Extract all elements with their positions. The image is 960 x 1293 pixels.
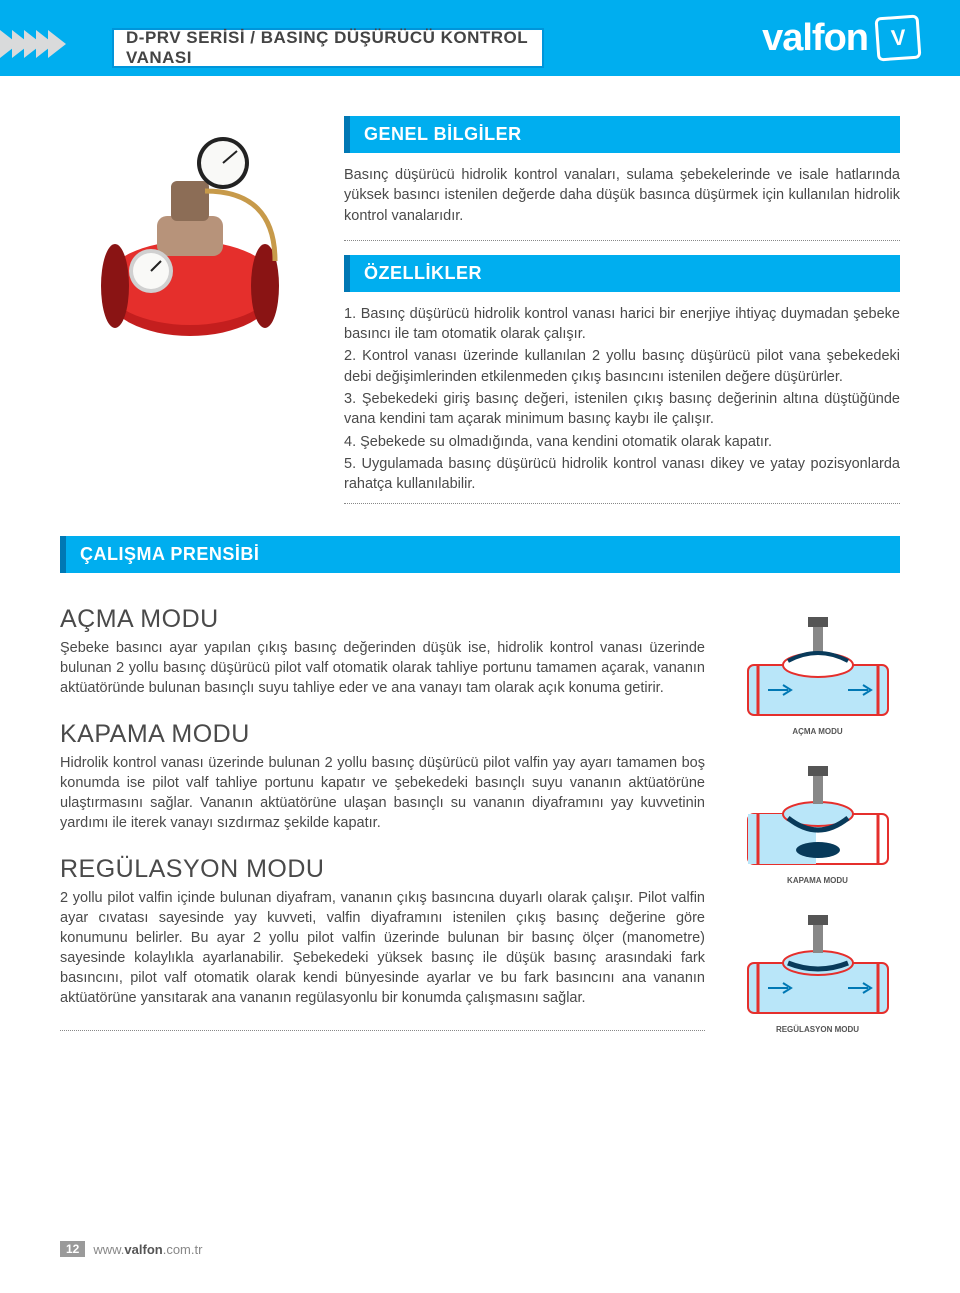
genel-body: Basınç düşürücü hidrolik kontrol vanalar… xyxy=(344,165,900,226)
section-heading-calisma: ÇALIŞMA PRENSİBİ xyxy=(60,536,900,573)
diagram-kapama-icon xyxy=(743,764,893,874)
feature-item: 1. Basınç düşürücü hidrolik kontrol vana… xyxy=(344,304,900,345)
divider xyxy=(344,503,900,504)
mode-title-regulasyon: REGÜLASYON MODU xyxy=(60,855,705,884)
diagram-label: REGÜLASYON MODU xyxy=(776,1025,859,1034)
mode-body-regulasyon: 2 yollu pilot valfin içinde bulunan diya… xyxy=(60,888,705,1008)
mode-title-acma: AÇMA MODU xyxy=(60,605,705,634)
mode-diagrams: AÇMA MODU KAPAMA MODU xyxy=(735,605,900,1045)
section-heading-ozellikler: ÖZELLİKLER xyxy=(344,255,900,292)
feature-item: 5. Uygulamada basınç düşürücü hidrolik k… xyxy=(344,454,900,495)
diagram-regulasyon-icon xyxy=(743,913,893,1023)
mode-body-acma: Şebeke basıncı ayar yapılan çıkış basınç… xyxy=(60,638,705,698)
footer: 12 www.valfon.com.tr xyxy=(60,1241,202,1257)
valve-illustration-icon xyxy=(75,121,305,351)
diagram-label: AÇMA MODU xyxy=(792,727,842,736)
brand-mark-icon: V xyxy=(875,15,922,62)
brand-logo: valfon V xyxy=(762,16,920,60)
feature-item: 3. Şebekedeki giriş basınç değeri, isten… xyxy=(344,389,900,430)
divider xyxy=(60,1030,705,1031)
modes-section: AÇMA MODU Şebeke basıncı ayar yapılan çı… xyxy=(0,585,960,1045)
page-number: 12 xyxy=(60,1241,85,1257)
features-list: 1. Basınç düşürücü hidrolik kontrol vana… xyxy=(344,304,900,495)
main-content: GENEL BİLGİLER Basınç düşürücü hidrolik … xyxy=(0,76,960,518)
section-heading-genel: GENEL BİLGİLER xyxy=(344,116,900,153)
diagram-label: KAPAMA MODU xyxy=(787,876,848,885)
product-image xyxy=(60,116,320,356)
diagram-acma-icon xyxy=(743,615,893,725)
footer-url: www.valfon.com.tr xyxy=(93,1242,202,1257)
feature-item: 4. Şebekede su olmadığında, vana kendini… xyxy=(344,432,900,452)
feature-item: 2. Kontrol vanası üzerinde kullanılan 2 … xyxy=(344,346,900,387)
divider xyxy=(344,240,900,241)
mode-body-kapama: Hidrolik kontrol vanası üzerinde bulunan… xyxy=(60,753,705,833)
brand-text: valfon xyxy=(762,17,868,60)
page-title: D-PRV SERİSİ / BASINÇ DÜŞÜRÜCÜ KONTROL V… xyxy=(112,28,544,68)
mode-title-kapama: KAPAMA MODU xyxy=(60,720,705,749)
